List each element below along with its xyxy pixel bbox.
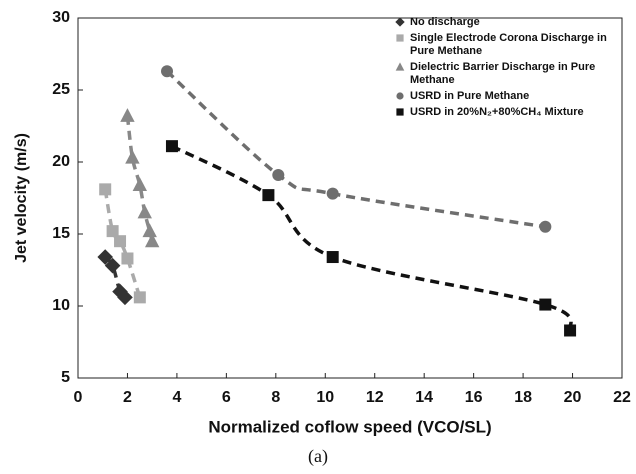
legend-marker — [396, 92, 404, 100]
legend-entry: USRD in Pure Methane — [395, 90, 627, 103]
x-tick-label: 6 — [222, 389, 231, 406]
marker — [272, 168, 285, 181]
marker — [144, 233, 160, 248]
legend-label: USRD in Pure Methane — [410, 90, 530, 102]
caption: (a) — [308, 446, 328, 467]
legend-entry: Single Electrode Corona Discharge in Pur… — [395, 32, 627, 58]
marker — [114, 235, 127, 248]
legend: No discharge Single Electrode Corona Disc… — [395, 16, 627, 122]
y-tick-label: 30 — [52, 9, 70, 26]
x-tick-label: 4 — [172, 389, 181, 406]
marker — [165, 140, 178, 153]
legend-marker — [396, 108, 404, 116]
x-axis-label: Normalized coflow speed (VCO/SL) — [208, 417, 491, 436]
x-tick-label: 18 — [514, 389, 532, 406]
marker — [117, 289, 133, 306]
marker — [132, 177, 148, 192]
y-tick-label: 10 — [52, 297, 70, 314]
legend-marker — [395, 62, 405, 71]
marker — [539, 220, 552, 233]
y-axis-label: Jet velocity (m/s) — [13, 133, 30, 263]
x-tick-label: 22 — [613, 389, 631, 406]
x-tick-label: 20 — [564, 389, 582, 406]
marker — [262, 189, 275, 202]
x-tick-label: 12 — [366, 389, 384, 406]
marker — [99, 183, 112, 196]
marker — [396, 92, 404, 100]
marker — [125, 149, 140, 164]
legend-marker — [396, 34, 404, 42]
x-tick-label: 14 — [415, 389, 433, 406]
y-tick-label: 25 — [52, 81, 70, 98]
marker — [396, 34, 404, 42]
marker — [396, 108, 404, 116]
trend-line — [171, 144, 573, 332]
marker — [142, 223, 157, 238]
marker — [161, 65, 174, 78]
legend-label: USRD in 20%N₂+80%CH₄ Mixture — [410, 106, 584, 118]
marker — [133, 291, 146, 304]
x-tick-label: 16 — [465, 389, 483, 406]
x-tick-label: 8 — [271, 389, 280, 406]
marker — [121, 252, 134, 265]
legend-label: No discharge — [410, 16, 480, 28]
trend-line — [103, 189, 142, 298]
plot-frame — [77, 17, 623, 379]
legend-entry: USRD in 20%N₂+80%CH₄ Mixture — [395, 106, 627, 119]
legend-entry: No discharge — [395, 16, 627, 29]
y-tick-label: 15 — [52, 225, 70, 242]
x-tick-label: 0 — [74, 389, 83, 406]
legend-label: Single Electrode Corona Discharge in Pur… — [410, 32, 607, 57]
marker — [539, 298, 552, 311]
marker — [137, 204, 152, 219]
x-tick-label: 2 — [123, 389, 132, 406]
marker — [326, 251, 339, 264]
y-tick-label: 5 — [61, 369, 70, 386]
y-tick-label: 20 — [52, 153, 70, 170]
marker — [120, 108, 135, 122]
marker — [97, 249, 113, 265]
marker — [395, 17, 405, 27]
marker — [106, 225, 119, 238]
marker — [326, 187, 339, 200]
trend-line — [165, 69, 546, 229]
marker — [564, 324, 577, 337]
marker — [395, 62, 405, 71]
marker — [104, 257, 121, 274]
legend-marker — [395, 17, 405, 27]
x-tick-label: 10 — [316, 389, 334, 406]
legend-entry: Dielectric Barrier Discharge in Pure Met… — [395, 61, 627, 87]
legend-label: Dielectric Barrier Discharge in Pure Met… — [410, 61, 596, 86]
